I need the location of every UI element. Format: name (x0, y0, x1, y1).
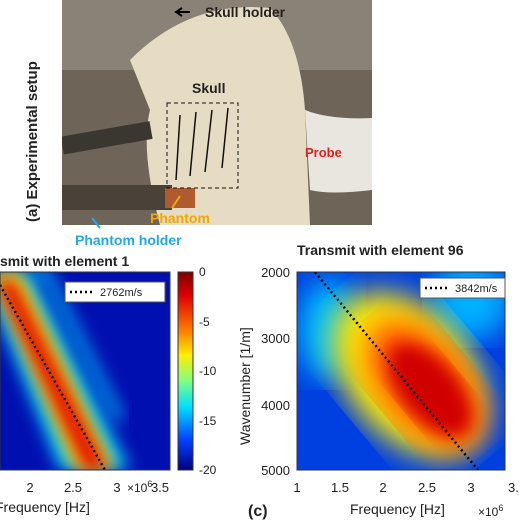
arrow (174, 7, 190, 17)
photo (62, 0, 372, 225)
tick: -15 (199, 414, 217, 428)
tick: 2.5 (64, 480, 82, 495)
x-ticks: 2 2.5 3 3.5 (26, 480, 169, 495)
y-label: Wavenumber [1/m] (237, 327, 253, 445)
tick: -5 (199, 315, 210, 329)
skull-box (166, 102, 239, 189)
tick: 2000 (261, 265, 290, 280)
label: Probe (305, 145, 342, 160)
x-label: Frequency [Hz] (0, 499, 90, 515)
colorbar (177, 271, 194, 471)
tick: -20 (199, 463, 217, 477)
elements (175, 107, 229, 181)
label: Phantom (150, 210, 210, 226)
tick: 2 (26, 480, 33, 495)
legend (64, 281, 166, 303)
tick: 2.5 (418, 480, 436, 495)
heatmap (297, 272, 505, 470)
label: Phantom holder (75, 232, 182, 248)
x-scale: ×106 (478, 503, 503, 519)
arrow (91, 217, 101, 229)
tick: 0 (199, 265, 206, 279)
tick: -10 (199, 364, 217, 378)
tick: 1.5 (331, 480, 349, 495)
legend (419, 277, 506, 299)
label: Skull holder (205, 4, 286, 20)
legend-text: 2762m/s (100, 287, 143, 299)
tick: 3. (508, 480, 519, 495)
tick: 3000 (261, 331, 290, 346)
tick: 1 (293, 480, 300, 495)
legend-text: 3842m/s (455, 283, 498, 295)
panel-label: (a) Experimental setup (24, 61, 41, 222)
title: smit with element 1 (0, 253, 129, 269)
title: Transmit with element 96 (297, 242, 464, 258)
label: Skull (192, 80, 225, 96)
x-scale: ×106 (127, 479, 152, 495)
heatmap (0, 272, 170, 470)
tick: 5000 (261, 463, 290, 478)
tick: 3.5 (151, 480, 169, 495)
tick: 3 (467, 480, 474, 495)
tick: 3 (113, 480, 120, 495)
arrow (171, 195, 181, 209)
tick: 4000 (261, 398, 290, 413)
panel-label: (c) (248, 503, 268, 520)
tick: 2 (379, 480, 386, 495)
x-label: Frequency [Hz] (350, 501, 445, 517)
